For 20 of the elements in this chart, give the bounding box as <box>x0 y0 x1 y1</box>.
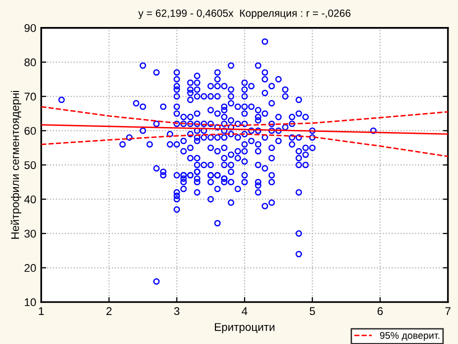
y-tick-label: 90 <box>24 24 36 32</box>
legend-label: 95% доверит. <box>380 332 440 341</box>
y-tick-label: 60 <box>24 126 36 135</box>
y-tick-label: 50 <box>24 161 36 170</box>
y-tick-label: 30 <box>24 230 36 238</box>
x-tick-label: 5 <box>310 307 315 316</box>
y-axis-title: Нейтрофили сегментоядерні <box>10 91 22 239</box>
x-tick-label: 3 <box>174 307 180 316</box>
x-tick-label: 7 <box>445 307 450 315</box>
x-tick-label: 2 <box>106 307 112 315</box>
y-tick-label: 80 <box>24 58 36 66</box>
x-tick-label: 6 <box>378 307 383 316</box>
chart-title: y = 62,199 - 0,4605x Корреляция : r = -,0266 <box>138 9 350 19</box>
x-tick-label: 4 <box>242 307 248 315</box>
y-tick-label: 10 <box>24 298 36 306</box>
x-tick-label: 1 <box>38 307 44 315</box>
y-tick-label: 20 <box>24 264 36 272</box>
x-axis-title: Еритроцити <box>214 323 274 334</box>
y-tick-label: 70 <box>24 92 36 101</box>
y-tick-label: 40 <box>24 195 36 204</box>
